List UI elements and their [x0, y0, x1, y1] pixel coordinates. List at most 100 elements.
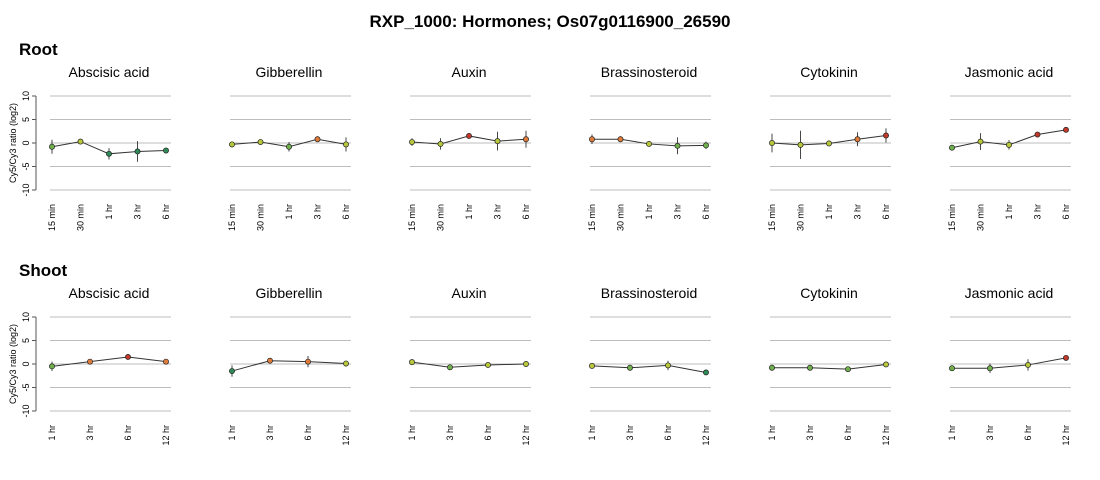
- x-tick-label: 12 hr: [1061, 425, 1071, 446]
- data-point: [646, 140, 652, 147]
- data-point: [106, 150, 112, 157]
- data-point: [163, 147, 169, 154]
- y-tick-label: 5: [21, 117, 31, 122]
- data-point: [703, 369, 709, 376]
- x-tick-label: 1 hr: [587, 425, 597, 441]
- panel-gibberellin: Gibberellin 15 min 30 min 1 hr 3 hr 6 hr: [227, 64, 351, 231]
- x-tick-label: 12 hr: [521, 425, 531, 446]
- data-point: [49, 363, 55, 370]
- x-tick-label: 1 hr: [407, 425, 417, 441]
- y-axis-label: Cy5/Cy3 ratio (log2): [8, 103, 18, 183]
- data-point: [949, 144, 955, 151]
- x-tick-label: 6 hr: [1023, 425, 1033, 441]
- data-point: [447, 364, 453, 371]
- x-tick-label: 3 hr: [985, 425, 995, 441]
- panel-abscisic-acid: Abscisic acid 1 hr 3 hr 6 hr 12 hr: [47, 285, 171, 446]
- data-point: [267, 357, 273, 364]
- series-line: [231, 360, 347, 372]
- x-tick-label: 15 min: [47, 204, 57, 231]
- series-line: [411, 361, 527, 368]
- panel-title: Gibberellin: [256, 285, 323, 301]
- x-tick-label: 3 hr: [445, 425, 455, 441]
- panel-auxin: Auxin 1 hr 3 hr 6 hr 12 hr: [407, 285, 531, 446]
- data-point: [49, 143, 55, 150]
- data-point: [826, 140, 832, 147]
- series-line: [591, 364, 707, 373]
- data-point: [797, 141, 804, 148]
- panel-abscisic-acid: Abscisic acid 15 min 30 min 1 hr 3 hr 6 hr: [47, 64, 171, 231]
- panel-title: Cytokinin: [800, 285, 858, 301]
- data-point: [494, 138, 501, 145]
- y-tick-label: -5: [21, 162, 31, 170]
- data-point: [305, 358, 311, 365]
- x-tick-label: 30 min: [436, 204, 446, 231]
- panel-title: Brassinosteroid: [601, 64, 698, 80]
- data-point: [949, 365, 955, 372]
- data-point: [257, 139, 264, 146]
- x-tick-label: 12 hr: [701, 425, 711, 446]
- data-point: [627, 364, 633, 371]
- data-point: [1006, 141, 1012, 148]
- data-point: [883, 361, 889, 368]
- x-tick-label: 6 hr: [663, 425, 673, 441]
- panel-cytokinin: Cytokinin 15 min 30 min 1 hr 3 hr 6 hr: [767, 64, 891, 231]
- panel-gibberellin: Gibberellin 1 hr 3 hr 6 hr 12 hr: [227, 285, 351, 446]
- data-point: [409, 139, 415, 146]
- y-tick-label: 10: [21, 312, 31, 322]
- data-point: [1025, 361, 1031, 368]
- data-point: [617, 136, 624, 143]
- data-point: [1063, 354, 1069, 361]
- panel-auxin: Auxin 15 min 30 min 1 hr 3 hr 6 hr: [407, 64, 531, 231]
- data-point: [343, 141, 349, 148]
- y-tick-label: -10: [21, 183, 31, 196]
- panel-jasmonic-acid: Jasmonic acid 15 min 30 min 1 hr 3 hr 6 hr: [947, 64, 1071, 231]
- data-point: [769, 140, 775, 146]
- panel-title: Auxin: [451, 285, 486, 301]
- x-tick-label: 6 hr: [161, 204, 171, 220]
- data-point: [409, 359, 415, 366]
- panel-brassinosteroid: Brassinosteroid 15 min 30 min 1 hr 3 hr 6 hr: [587, 64, 711, 231]
- x-tick-label: 15 min: [587, 204, 597, 231]
- x-tick-label: 3 hr: [313, 204, 323, 220]
- panel-cytokinin: Cytokinin 1 hr 3 hr 6 hr 12 hr: [767, 285, 891, 446]
- panel-title: Brassinosteroid: [601, 285, 698, 301]
- data-point: [1034, 131, 1041, 138]
- data-point: [134, 148, 141, 155]
- y-tick-label: -5: [21, 383, 31, 391]
- data-point: [77, 138, 84, 145]
- panel-title: Abscisic acid: [69, 64, 150, 80]
- x-tick-label: 1 hr: [47, 425, 57, 441]
- x-tick-label: 15 min: [227, 204, 237, 231]
- panel-title: Auxin: [451, 64, 486, 80]
- data-point: [485, 361, 491, 368]
- data-point: [437, 140, 444, 147]
- x-tick-label: 3 hr: [85, 425, 95, 441]
- data-point: [523, 136, 529, 143]
- x-tick-label: 1 hr: [824, 204, 834, 220]
- series-line: [772, 363, 887, 370]
- x-tick-label: 6 hr: [881, 204, 891, 220]
- x-tick-label: 30 min: [256, 204, 266, 231]
- x-tick-label: 6 hr: [521, 204, 531, 220]
- x-tick-label: 1 hr: [767, 425, 777, 441]
- data-point: [125, 354, 131, 360]
- x-tick-label: 30 min: [796, 204, 806, 231]
- data-point: [229, 141, 235, 148]
- x-tick-label: 1 hr: [464, 204, 474, 220]
- y-axis-label: Cy5/Cy3 ratio (log2): [8, 324, 18, 404]
- data-point: [703, 142, 709, 149]
- data-point: [854, 136, 861, 143]
- panel-jasmonic-acid: Jasmonic acid 1 hr 3 hr 6 hr 12 hr: [947, 285, 1071, 446]
- x-tick-label: 3 hr: [805, 425, 815, 441]
- data-point: [883, 132, 889, 139]
- panel-title: Cytokinin: [800, 64, 858, 80]
- panel-title: Abscisic acid: [69, 285, 150, 301]
- data-point: [1063, 126, 1069, 133]
- y-tick-label: 10: [21, 91, 31, 101]
- panel-brassinosteroid: Brassinosteroid 1 hr 3 hr 6 hr 12 hr: [587, 285, 711, 446]
- x-tick-label: 1 hr: [227, 425, 237, 441]
- x-tick-label: 3 hr: [133, 204, 143, 220]
- x-tick-label: 1 hr: [644, 204, 654, 220]
